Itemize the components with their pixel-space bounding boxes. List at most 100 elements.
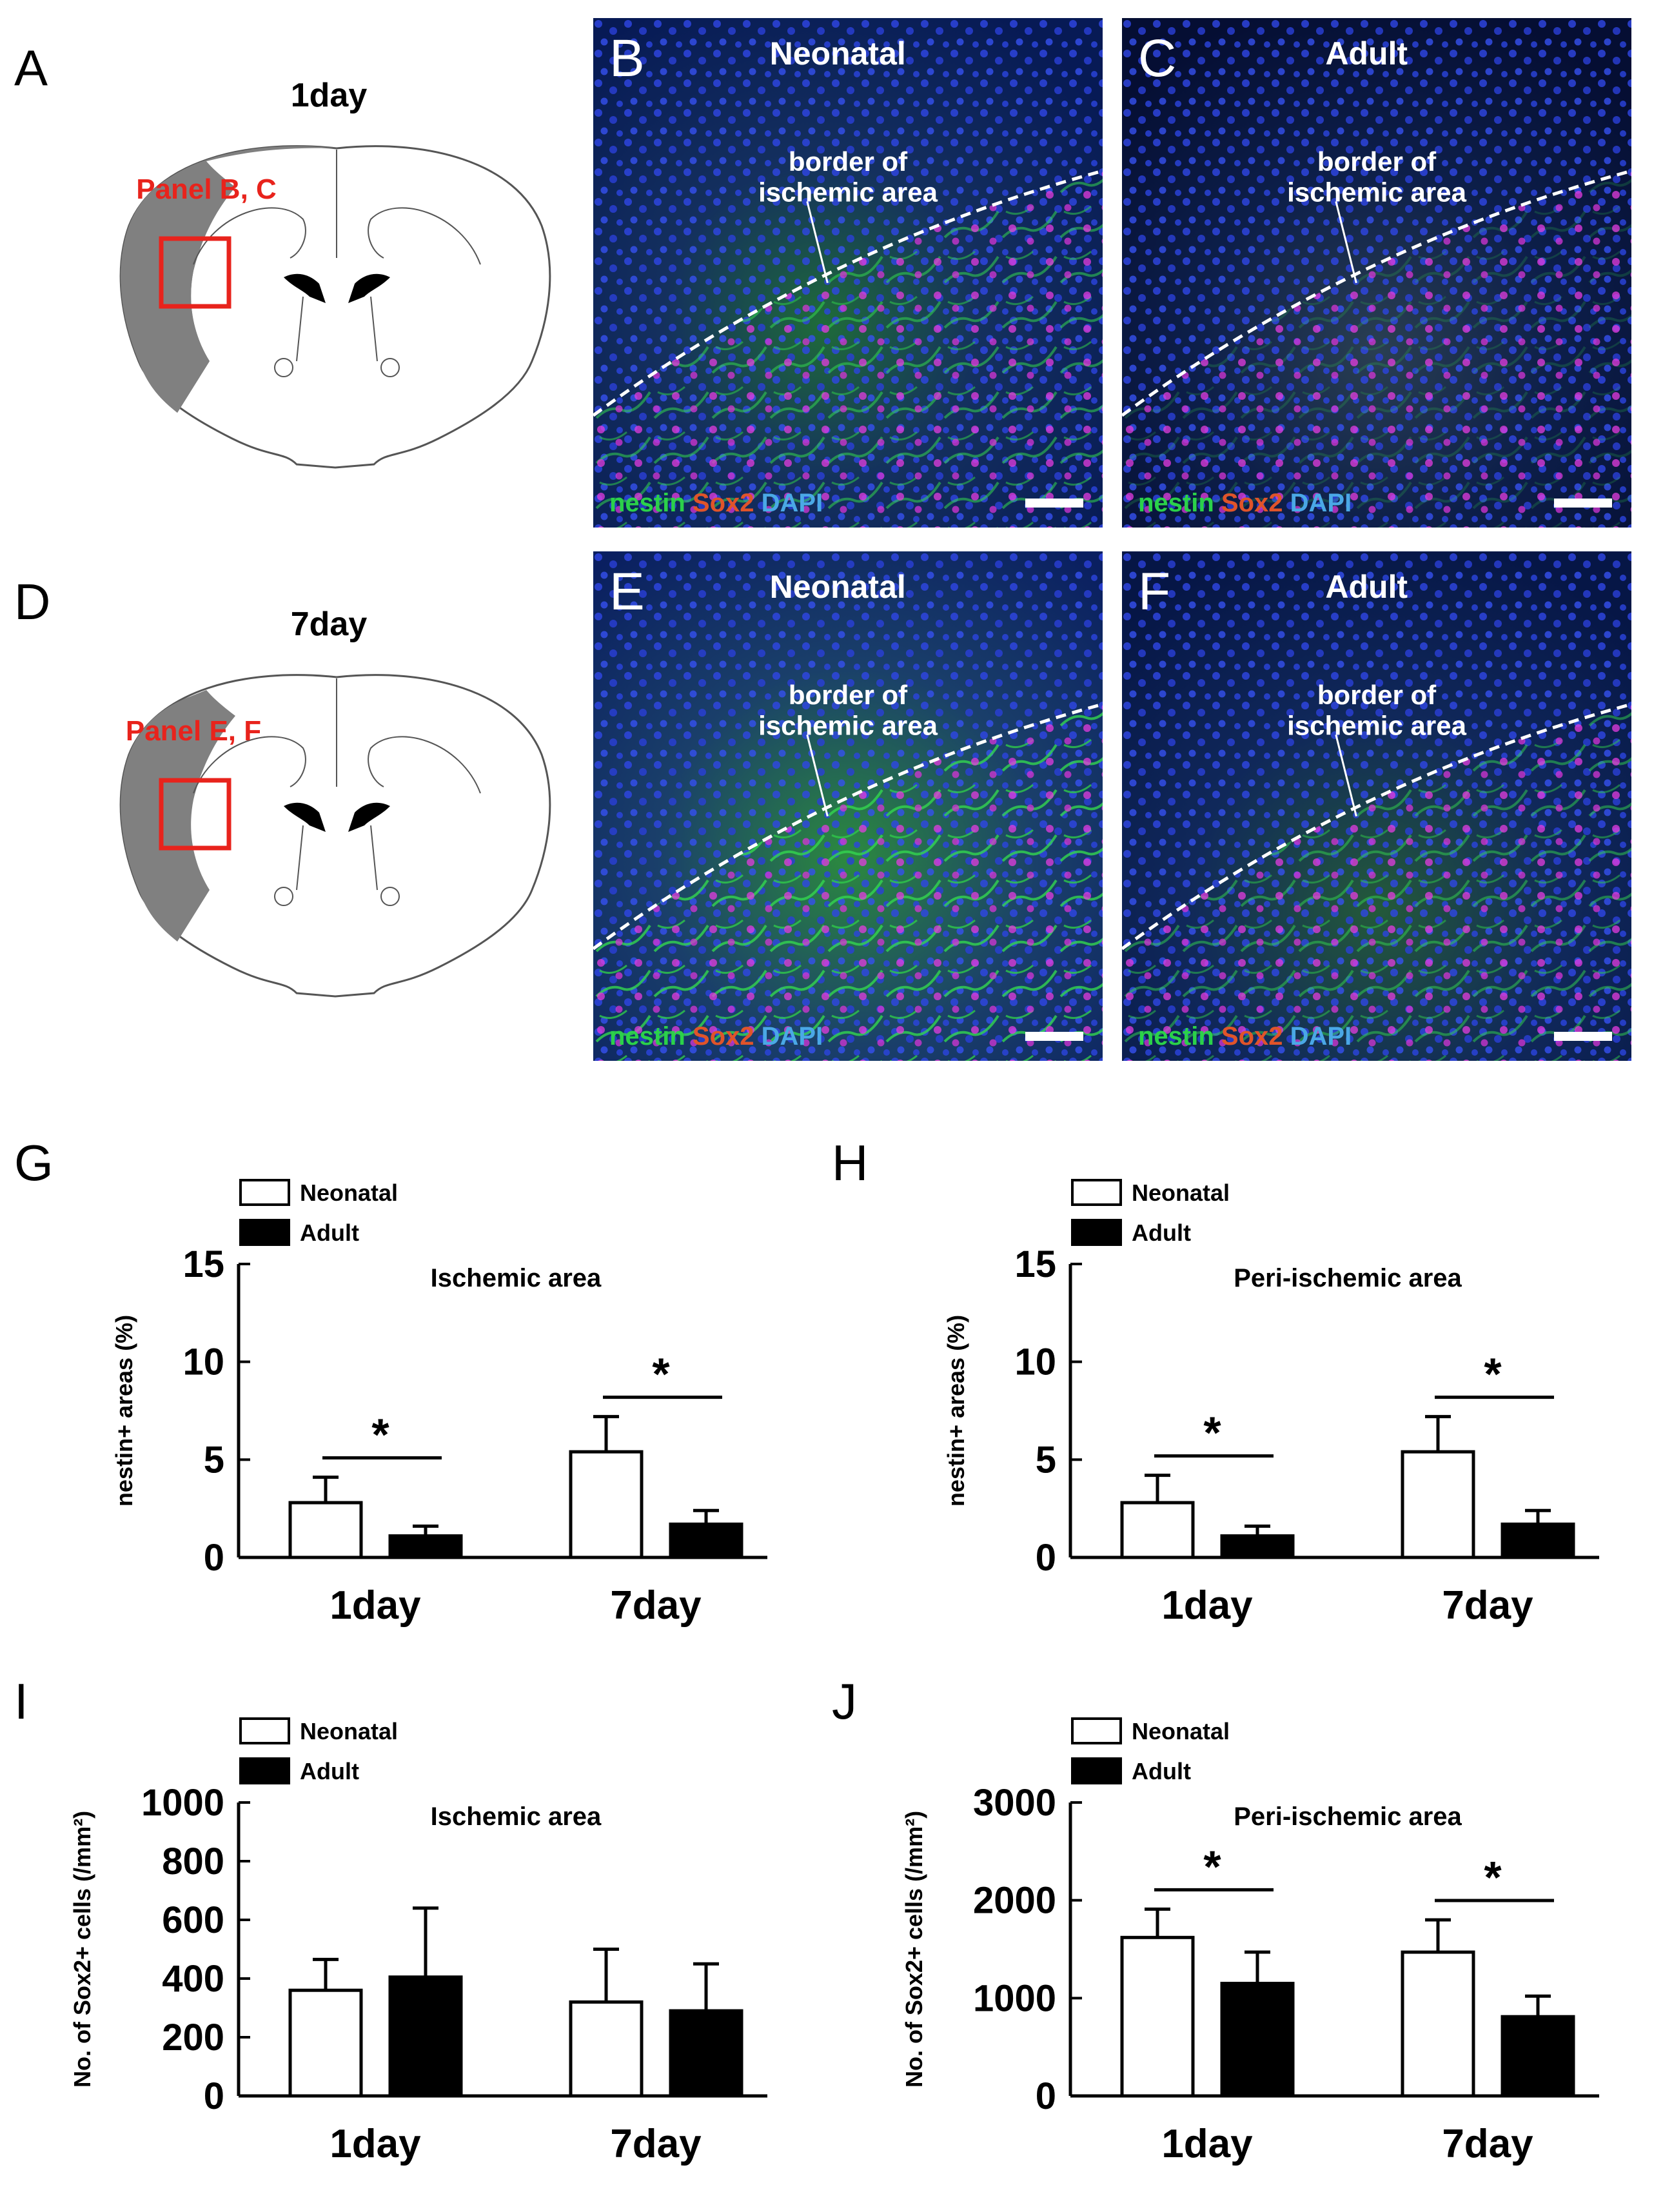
bar — [669, 1522, 743, 1559]
chart-title: Ischemic area — [431, 1264, 602, 1292]
y-tick-label: 3000 — [973, 1782, 1056, 1824]
chart-j: Neonatal Adult Peri-ischemic area 0 1000 2000… — [901, 1717, 1599, 2166]
stain-nestin: nestin — [609, 1022, 685, 1051]
legend-swatch — [1071, 1717, 1122, 1744]
y-tick-label: 600 — [162, 1899, 224, 1941]
micrograph-title: Neonatal — [770, 35, 906, 72]
y-axis-label: nestin+ areas (%) — [943, 1315, 969, 1506]
y-tick-label: 5 — [204, 1439, 224, 1481]
y-tick-label: 200 — [162, 2017, 224, 2059]
y-tick-label: 5 — [1036, 1439, 1056, 1481]
stain-legend: nestin Sox2 DAPI — [609, 1022, 823, 1051]
stain-sox2: Sox2 — [685, 1022, 754, 1051]
panel-letter-a: A — [14, 39, 48, 96]
panel-letter-d: D — [14, 573, 50, 630]
region-label: Panel E, F — [126, 715, 261, 747]
chart-g: Neonatal Adult Ischemic area 0 5 10 15 nestin+ … — [111, 1179, 767, 1628]
region-label: Panel B, C — [136, 173, 277, 205]
legend-swatch — [239, 1717, 290, 1744]
y-tick-label: 0 — [1036, 1537, 1056, 1579]
stain-sox2: Sox2 — [1214, 1022, 1283, 1051]
panel-letter-h: H — [832, 1134, 868, 1191]
bar — [669, 2009, 743, 2098]
bar — [1220, 1534, 1295, 1559]
y-tick-label: 1000 — [141, 1782, 224, 1824]
y-axis-label: No. of Sox2+ cells (/mm²) — [69, 1811, 95, 2088]
sox2-nuclei — [593, 171, 1103, 528]
bar — [569, 1450, 644, 1559]
stain-nestin: nestin — [609, 489, 685, 517]
scale-bar — [1025, 499, 1083, 508]
panel-letter-c: C — [1138, 29, 1176, 88]
y-axis-label: No. of Sox2+ cells (/mm²) — [901, 1811, 927, 2088]
bar-charts: Neonatal Adult Ischemic area 0 5 10 15 nestin+ … — [69, 1179, 1599, 2166]
border-label: ischemic area — [1287, 710, 1467, 740]
panel-letter-j: J — [832, 1673, 857, 1730]
border-label: border of — [1317, 146, 1437, 177]
micrograph-title: Neonatal — [770, 569, 906, 605]
stain-sox2: Sox2 — [1214, 489, 1283, 517]
legend-label: Neonatal — [1132, 1180, 1230, 1206]
legend-label: Neonatal — [1132, 1718, 1230, 1744]
stain-dapi: DAPI — [754, 1022, 823, 1051]
border-label: ischemic area — [1287, 177, 1467, 207]
y-tick-label: 800 — [162, 1841, 224, 1882]
panel-letter-b: B — [609, 29, 645, 88]
y-axis-label: nestin+ areas (%) — [111, 1315, 137, 1506]
bar — [1501, 1522, 1575, 1559]
bar — [1120, 1935, 1195, 2098]
scale-bar — [1554, 499, 1612, 508]
border-pointer — [806, 201, 829, 284]
scale-bar — [1025, 1032, 1083, 1041]
sox2-nuclei — [1122, 704, 1631, 1061]
x-tick-label: 7day — [1442, 1583, 1533, 1628]
legend-swatch — [239, 1219, 290, 1246]
significance-star: * — [371, 1410, 389, 1460]
chart-h: Neonatal Adult Peri-ischemic area 0 5 10 15 nes… — [943, 1179, 1599, 1628]
x-tick-label: 7day — [610, 2122, 702, 2166]
bar — [1120, 1501, 1195, 1559]
panel-letter-g: G — [14, 1134, 54, 1191]
legend-swatch — [239, 1179, 290, 1206]
bar — [1401, 1950, 1475, 2098]
ischemic-lesion — [121, 690, 235, 942]
x-tick-label: 1day — [1161, 2122, 1253, 2166]
stain-nestin: nestin — [1138, 1022, 1214, 1051]
legend-label: Adult — [1132, 1220, 1191, 1246]
border-pointer — [1335, 201, 1357, 284]
legend-swatch — [1071, 1757, 1122, 1784]
border-label: ischemic area — [758, 177, 938, 207]
y-tick-label: 10 — [182, 1341, 224, 1383]
sox2-nuclei — [1122, 171, 1631, 528]
border-pointer — [806, 735, 829, 817]
bar — [1401, 1450, 1475, 1559]
x-tick-label: 1day — [330, 2122, 421, 2166]
y-tick-label: 0 — [204, 1537, 224, 1579]
significance-star: * — [1203, 1408, 1221, 1458]
y-tick-label: 0 — [1036, 2075, 1056, 2117]
micrograph-title: Adult — [1325, 35, 1408, 72]
panel-letter-i: I — [14, 1673, 28, 1730]
chart-title: Peri-ischemic area — [1234, 1802, 1462, 1831]
bar — [388, 1534, 463, 1559]
brain-schematic-7day: 7day Panel E, F — [119, 606, 551, 998]
chart-i: Neonatal Adult Ischemic area 0 200 400 600 800 1… — [69, 1717, 767, 2166]
bar — [388, 1975, 463, 2098]
x-tick-label: 7day — [1442, 2122, 1533, 2166]
region-of-interest-box — [159, 778, 231, 851]
bar — [569, 2000, 644, 2098]
stain-legend: nestin Sox2 DAPI — [1138, 489, 1352, 517]
region-of-interest-box — [159, 236, 231, 309]
panel-letter-e: E — [609, 562, 645, 621]
significance-star: * — [1203, 1841, 1221, 1891]
scale-bar — [1554, 1032, 1612, 1041]
legend-swatch — [1071, 1179, 1122, 1206]
brain-schematic-1day: 1day Panel B, C — [119, 77, 551, 469]
stain-dapi: DAPI — [754, 489, 823, 517]
legend-label: Neonatal — [300, 1180, 398, 1206]
schematic-time-label: 1day — [291, 77, 368, 114]
bar — [1220, 1982, 1295, 2098]
micrograph-title: Adult — [1325, 569, 1408, 605]
